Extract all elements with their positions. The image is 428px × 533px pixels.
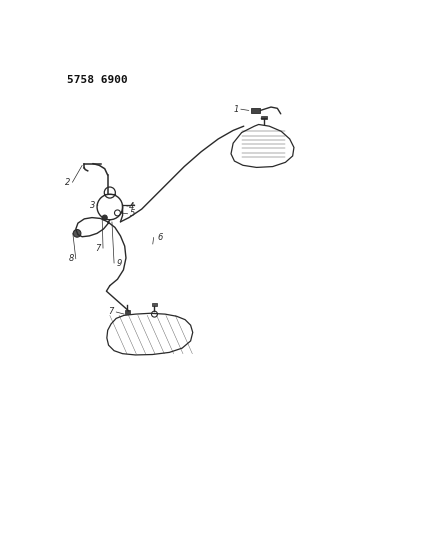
Circle shape: [102, 215, 107, 220]
Bar: [261, 116, 267, 119]
Text: 2: 2: [65, 178, 70, 187]
Text: 7: 7: [95, 244, 101, 253]
Text: 9: 9: [116, 259, 122, 268]
Text: 4: 4: [129, 201, 134, 211]
Text: 1: 1: [233, 104, 239, 114]
Text: 5: 5: [130, 209, 135, 219]
Text: 6: 6: [158, 233, 163, 242]
Text: 5758 6900: 5758 6900: [67, 75, 128, 85]
Bar: [125, 310, 130, 314]
Bar: [152, 303, 157, 306]
Bar: [251, 108, 260, 112]
Circle shape: [73, 230, 81, 237]
Text: 3: 3: [90, 201, 96, 210]
Text: 7: 7: [109, 308, 114, 317]
Text: 8: 8: [68, 254, 74, 263]
